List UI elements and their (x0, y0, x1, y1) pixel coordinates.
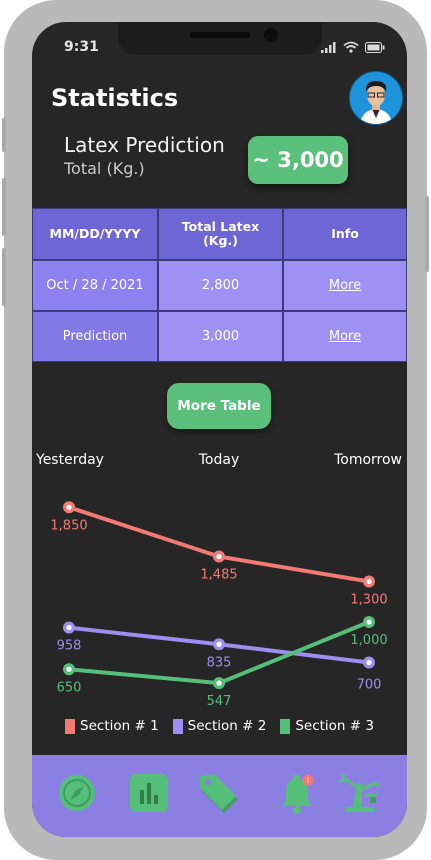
table-header-total: Total Latex (Kg.) (158, 208, 283, 260)
data-label: 547 (207, 694, 232, 709)
bell-icon[interactable]: ! (277, 773, 317, 815)
data-point-center (366, 619, 372, 625)
data-label: 1,000 (350, 633, 387, 648)
table-cell-total: 3,000 (158, 311, 283, 362)
table-header-info: Info (283, 208, 407, 260)
x-axis-label: Tomorrow (333, 452, 402, 468)
data-label: 958 (57, 639, 82, 654)
volume-up-button (2, 178, 6, 236)
app-screen: 9:31 Statistics (32, 22, 407, 837)
data-point-center (216, 641, 222, 647)
data-point-center (66, 504, 72, 510)
data-label: 1,485 (200, 568, 237, 583)
legend-item: Section # 1 (65, 718, 159, 734)
data-label: 1,850 (50, 518, 87, 533)
mute-switch (2, 118, 6, 152)
tags-icon[interactable] (198, 773, 244, 815)
legend-item: Section # 2 (172, 718, 267, 734)
data-point-center (66, 666, 72, 672)
table-header-date: MM/DD/YYYY (32, 208, 158, 260)
data-label: 700 (357, 678, 382, 693)
power-button (425, 196, 429, 272)
page-title: Statistics (51, 84, 179, 112)
table-cell-info: More (283, 260, 407, 311)
legend-item: Section # 3 (280, 718, 374, 734)
compass-icon[interactable] (57, 773, 97, 813)
status-icons (321, 41, 385, 53)
front-camera (264, 28, 278, 42)
legend-label: Section # 2 (187, 718, 267, 734)
notch (118, 22, 322, 55)
x-axis-label: Yesterday (35, 452, 104, 468)
line-chart: Yesterday Today Tomorrow 1,850 1,485 1,300 958… (35, 452, 402, 709)
profile-photo (350, 72, 402, 124)
prediction-title: Latex Prediction (64, 133, 225, 157)
legend-swatch (280, 718, 291, 734)
table-cell-total: 2,800 (158, 260, 283, 311)
svg-text:!: ! (306, 776, 309, 785)
more-link[interactable]: More (328, 278, 362, 293)
table-cell-date: Oct / 28 / 2021 (32, 260, 158, 311)
table-cell-info: More (283, 311, 407, 362)
table-header-total-label: Total Latex (Kg.) (181, 219, 260, 248)
prediction-value-badge: ~ 3,000 (248, 136, 348, 184)
chart-legend: Section # 1 Section # 2 Section # 3 (32, 718, 407, 734)
data-label: 650 (57, 680, 82, 695)
prediction-subtitle: Total (Kg.) (64, 159, 145, 178)
tree-tap-icon[interactable] (337, 773, 383, 815)
table-cell-date: Prediction (32, 311, 158, 362)
speaker (190, 32, 250, 38)
more-link[interactable]: More (328, 329, 362, 344)
data-point-center (216, 553, 222, 560)
signal-icon (321, 41, 336, 53)
data-point-center (216, 680, 222, 686)
legend-swatch (65, 718, 76, 734)
x-axis-label: Today (198, 452, 240, 468)
battery-icon (365, 41, 385, 53)
data-point-center (66, 625, 72, 631)
status-time: 9:31 (64, 39, 99, 55)
legend-swatch (172, 718, 183, 734)
legend-label: Section # 1 (80, 718, 159, 734)
data-point-center (366, 659, 372, 666)
bar-chart-icon[interactable] (129, 773, 169, 813)
legend-label: Section # 3 (295, 718, 374, 734)
bottom-nav: ! (32, 755, 407, 837)
data-label: 835 (207, 655, 232, 670)
wifi-icon (343, 41, 359, 53)
avatar[interactable] (349, 71, 403, 125)
data-label: 1,300 (350, 593, 387, 608)
data-point-center (366, 578, 372, 585)
more-table-button[interactable]: More Table (167, 383, 271, 429)
volume-down-button (2, 248, 6, 306)
